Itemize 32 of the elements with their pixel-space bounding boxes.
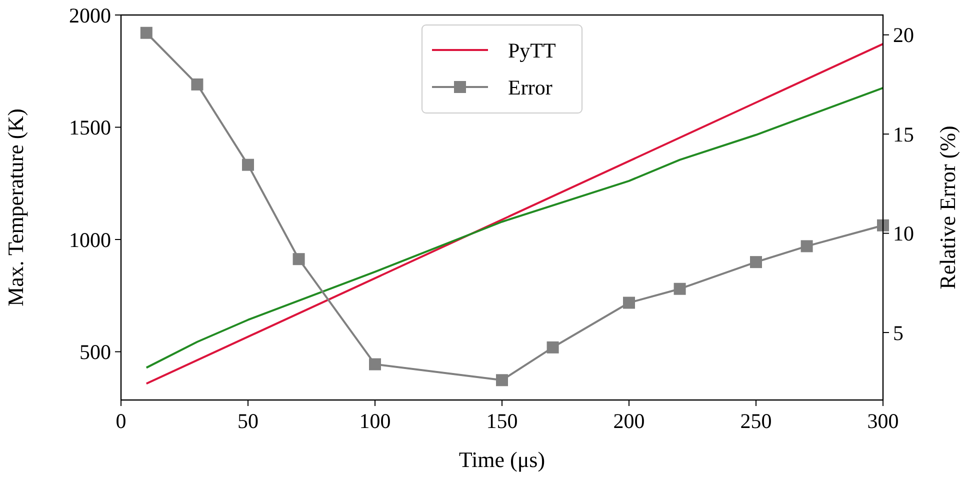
x-tick-label: 200 — [613, 409, 645, 433]
y2-tick-label: 10 — [893, 222, 914, 246]
point — [546, 341, 559, 354]
legend-label: Error — [508, 75, 552, 100]
point — [242, 158, 254, 171]
point — [750, 256, 762, 268]
x-axis-title: Time (μs) — [458, 447, 546, 472]
point — [369, 358, 381, 370]
y-tick-label: 2000 — [69, 3, 111, 28]
x-tick-label: 100 — [359, 409, 391, 433]
x-tick-label: 150 — [486, 409, 518, 433]
y-tick-label: 1500 — [69, 116, 111, 140]
y2-axis-title: Relative Error (%) — [935, 126, 960, 290]
point — [292, 253, 305, 266]
x-tick-label: 300 — [867, 409, 899, 433]
legend-label: PyTT — [508, 38, 556, 62]
point — [674, 282, 686, 295]
point — [877, 219, 889, 232]
point — [496, 374, 508, 386]
y-axis-title: Max. Temperature (K) — [3, 108, 28, 306]
y2-tick-label: 20 — [893, 23, 914, 48]
x-tick-label: 0 — [116, 409, 126, 433]
y-tick-label: 500 — [80, 340, 111, 364]
x-tick-label: 250 — [740, 409, 772, 433]
y-tick-label: 1000 — [69, 228, 111, 252]
point — [140, 26, 152, 39]
x-tick-label: 50 — [238, 409, 258, 433]
point — [800, 240, 813, 252]
point — [191, 78, 204, 90]
point — [623, 296, 635, 309]
y2-tick-label: 15 — [893, 122, 914, 146]
y2-tick-label: 5 — [893, 320, 904, 345]
